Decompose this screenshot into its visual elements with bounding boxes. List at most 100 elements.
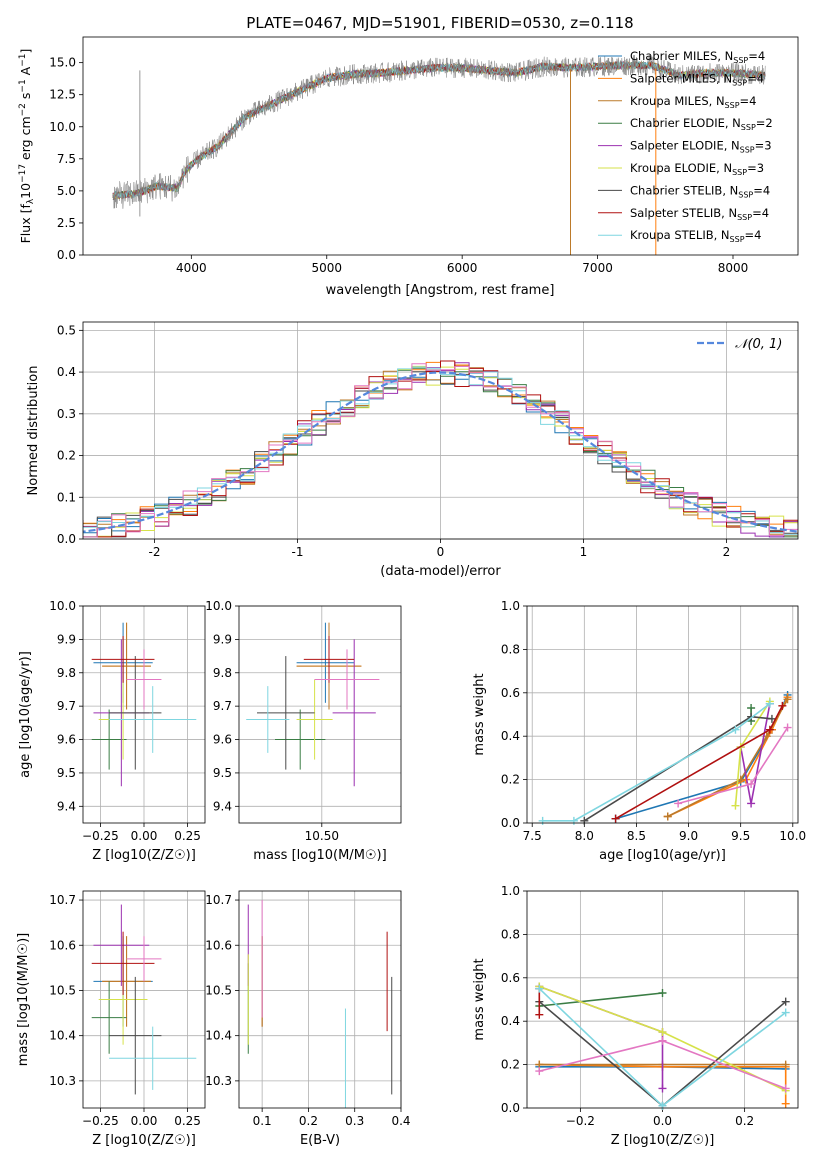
ylabel-part: −17 bbox=[18, 164, 28, 183]
x-tick-label: 4000 bbox=[176, 261, 207, 275]
series-marker bbox=[611, 814, 620, 823]
series-marker bbox=[765, 725, 774, 734]
massweight_vs_age-axes: 7.5 8.0 8.5 9.0 9.5 10.0 0.0 0.2 0.4 0.6 0.8 1.0 bbox=[501, 599, 806, 843]
series-marker bbox=[569, 816, 578, 825]
y-tick-label: 1.0 bbox=[501, 599, 520, 613]
data-line bbox=[112, 55, 766, 209]
legend-name: Salpeter ELODIE, N bbox=[630, 139, 740, 153]
legend-label: Kroupa STELIB, NSSP=4 bbox=[630, 228, 761, 244]
x-tick-label: 0.3 bbox=[345, 1114, 364, 1128]
x-tick-label: 6000 bbox=[447, 261, 478, 275]
spectrum-xlabel: wavelength [Angstrom, rest frame] bbox=[326, 283, 555, 298]
ylabel-part: λ bbox=[26, 198, 36, 204]
x-tick-label: −0.25 bbox=[82, 1114, 119, 1128]
age_vs_Z-frame bbox=[82, 605, 206, 824]
y-tick-label: 7.5 bbox=[57, 152, 76, 166]
y-tick-label: 0.1 bbox=[57, 490, 76, 504]
x-tick-label: −0.25 bbox=[82, 829, 119, 843]
x-tick-label: 0.00 bbox=[131, 1114, 158, 1128]
legend-sub: SSP bbox=[730, 235, 745, 244]
series-marker bbox=[658, 1028, 667, 1037]
spectrum-axes: 4000 5000 6000 7000 8000 0.0 2.5 5.0 7.5 10.0 12.5… bbox=[49, 56, 748, 275]
massweight_vs_Z-ylabel: mass weight bbox=[472, 958, 487, 1040]
y-tick-label: 0.0 bbox=[57, 532, 76, 546]
y-tick-label: 0.0 bbox=[501, 816, 520, 830]
residuals-xlabel: (data-model)/error bbox=[380, 564, 501, 579]
massweight_vs_age-frame bbox=[526, 605, 799, 824]
x-tick-label: 0.2 bbox=[299, 1114, 318, 1128]
legend-count: =4 bbox=[745, 228, 762, 242]
legend-sub: SSP bbox=[737, 213, 752, 222]
y-tick-label: 1.0 bbox=[501, 884, 520, 898]
y-tick-label: 10.0 bbox=[49, 120, 76, 134]
series-marker bbox=[658, 1036, 667, 1045]
y-tick-label: 0.8 bbox=[501, 642, 520, 656]
mass_vs_Z-frame bbox=[82, 890, 206, 1109]
massweight_vs_age-lines bbox=[538, 690, 792, 825]
series-marker bbox=[767, 714, 776, 723]
y-tick-label: 10.6 bbox=[49, 938, 76, 952]
legend-sub: SSP bbox=[732, 168, 747, 177]
series-marker bbox=[538, 816, 547, 825]
series-marker bbox=[781, 1084, 790, 1093]
age_vs_mass-errorbars bbox=[246, 622, 380, 787]
x-tick-label: 7000 bbox=[582, 261, 613, 275]
mass_vs_Z-errorbars bbox=[91, 904, 197, 1095]
mass_vs_Z-xlabel: Z [log10(Z/Z☉)] bbox=[92, 1133, 196, 1148]
series-marker bbox=[781, 997, 790, 1006]
mass_vs_EBV-errorbars bbox=[247, 900, 393, 1108]
ylabel-part: s bbox=[18, 93, 33, 104]
series-marker bbox=[731, 801, 740, 810]
legend-name: Chabrier ELODIE, N bbox=[630, 116, 741, 130]
ylabel-part: erg cm bbox=[18, 116, 33, 164]
legend-count: =4 bbox=[740, 94, 757, 108]
y-tick-label: 9.4 bbox=[213, 799, 232, 813]
y-tick-label: 0.4 bbox=[501, 729, 520, 743]
series-line bbox=[539, 985, 664, 1089]
x-tick-label: 0.00 bbox=[131, 829, 158, 843]
model-line bbox=[112, 60, 766, 199]
y-tick-label: 9.9 bbox=[213, 632, 232, 646]
series-marker bbox=[747, 779, 756, 788]
x-tick-label: −0.2 bbox=[566, 1114, 595, 1128]
y-tick-label: 10.5 bbox=[49, 983, 76, 997]
y-tick-label: 0.2 bbox=[57, 449, 76, 463]
age_vs_mass-axes: 10.50 9.4 9.5 9.6 9.7 9.8 9.9 10.0 bbox=[205, 599, 401, 843]
x-tick-label: 1 bbox=[580, 545, 588, 559]
spectrum-frame bbox=[82, 36, 799, 256]
age_vs_mass-frame bbox=[238, 605, 402, 824]
massweight_vs_Z-lines bbox=[535, 982, 790, 1110]
x-tick-label: 10.50 bbox=[305, 829, 339, 843]
legend-name: Kroupa STELIB, N bbox=[630, 228, 730, 242]
y-tick-label: 10.4 bbox=[49, 1029, 76, 1043]
y-tick-label: 12.5 bbox=[49, 88, 76, 102]
residuals-axes: -2 -1 0 1 2 0.0 0.1 0.2 0.3 0.4 0.5 bbox=[57, 322, 798, 559]
spectrum-lines bbox=[112, 55, 766, 255]
x-tick-label: 9.5 bbox=[731, 829, 750, 843]
legend-sub: SSP bbox=[725, 101, 740, 110]
residuals-ylabel: Normed distribution bbox=[26, 366, 41, 496]
legend-sub: SSP bbox=[732, 78, 747, 87]
legend-count: =4 bbox=[747, 71, 764, 85]
y-tick-label: 0.0 bbox=[57, 248, 76, 262]
y-tick-label: 10.3 bbox=[205, 1074, 232, 1088]
x-tick-label: 0.4 bbox=[391, 1114, 410, 1128]
y-tick-label: 0.4 bbox=[57, 365, 76, 379]
legend-name: Kroupa ELODIE, N bbox=[630, 161, 732, 175]
ylabel-part: ] bbox=[18, 49, 33, 54]
y-tick-label: 10.3 bbox=[49, 1074, 76, 1088]
y-tick-label: 10.0 bbox=[205, 599, 232, 613]
y-tick-label: 10.7 bbox=[205, 893, 232, 907]
series-marker bbox=[765, 699, 774, 708]
x-tick-label: 2 bbox=[723, 545, 731, 559]
y-tick-label: 0.6 bbox=[501, 686, 520, 700]
series-line bbox=[539, 992, 663, 1007]
spectrum-ylabel: Flux [fλ10−17 erg cm−2 s−1 A−1] bbox=[18, 49, 36, 244]
x-tick-label: -1 bbox=[292, 545, 304, 559]
legend-count: =4 bbox=[748, 49, 765, 63]
y-tick-label: 0.4 bbox=[501, 1014, 520, 1028]
y-tick-label: 10.0 bbox=[49, 599, 76, 613]
y-tick-label: 10.5 bbox=[205, 983, 232, 997]
